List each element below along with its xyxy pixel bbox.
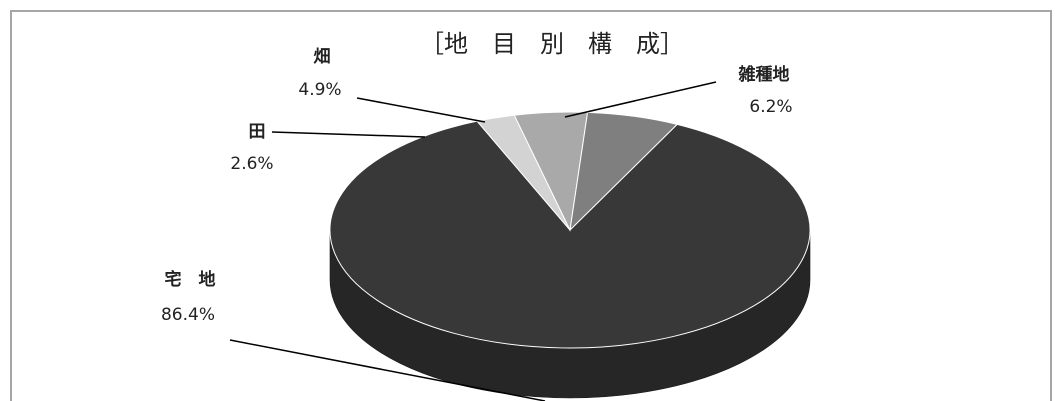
frame-border-right bbox=[1050, 10, 1052, 401]
label-name-ta: 田 bbox=[249, 122, 266, 142]
leader-line-0 bbox=[229, 339, 546, 401]
frame-border-top bbox=[10, 10, 1051, 12]
leader-line-1 bbox=[271, 131, 426, 138]
label-pct-ta: 2.6% bbox=[230, 154, 273, 174]
leader-line-3 bbox=[564, 81, 717, 118]
chart-title: ［地 目 別 構 成］ bbox=[420, 30, 684, 58]
pie-slice-0 bbox=[329, 120, 811, 349]
label-pct-hata: 4.9% bbox=[298, 80, 341, 100]
pie-top-layer bbox=[329, 111, 811, 349]
label-name-zasshuchi: 雑種地 bbox=[738, 64, 790, 85]
leader-lines bbox=[229, 81, 717, 401]
label-name-hata: 畑 bbox=[314, 47, 331, 67]
frame-border-left bbox=[10, 10, 12, 401]
label-pct-takuchi: 86.4% bbox=[161, 305, 215, 325]
label-pct-zasshuchi: 6.2% bbox=[749, 97, 792, 117]
leader-line-2 bbox=[356, 97, 486, 123]
label-name-takuchi: 宅 地 bbox=[165, 269, 216, 290]
